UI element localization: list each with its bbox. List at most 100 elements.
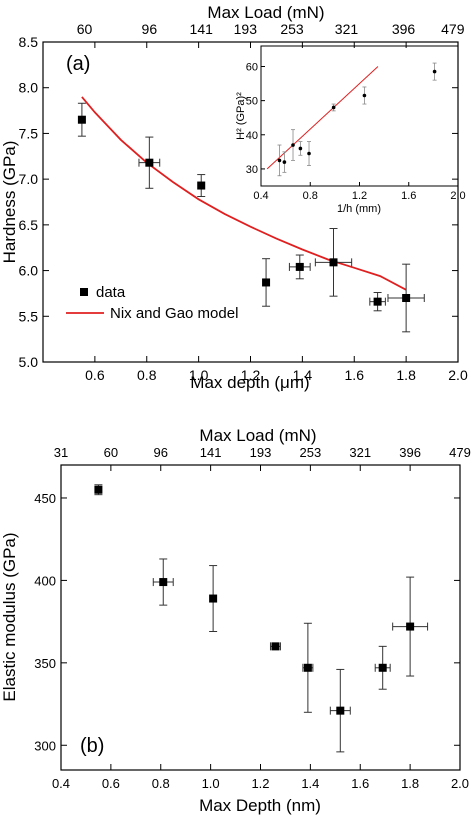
data-point — [406, 622, 415, 631]
top-tick-label: 253 — [300, 445, 322, 460]
top-tick-label: 141 — [200, 445, 222, 460]
inset-data-point — [362, 93, 367, 98]
model-curve-path — [81, 96, 407, 291]
panel-a: Max Load (mN) 60 96 141 193 253 321 396 479 0.6… — [0, 3, 468, 392]
inset-y-axis-label: H² (GPa)² — [235, 92, 247, 140]
data-point — [336, 706, 345, 715]
panel-b-y-ticks: 300 350 400 450 — [34, 491, 460, 753]
panel-b-x-axis-label: Max Depth (nm) — [199, 796, 321, 815]
panel-b-data-points — [94, 484, 429, 753]
x-tick-label: 1.6 — [345, 367, 365, 383]
panel-b: Max Load (mN) 31 60 96 141 193 253 321 396 479 0… — [0, 426, 471, 815]
inset-x-tick-label: 1.6 — [401, 190, 416, 202]
data-point — [77, 115, 86, 124]
panel-b-x-ticks: 0.4 0.6 0.8 1.0 1.2 1.4 1.6 1.8 2.0 — [52, 465, 469, 791]
x-tick-label: 1.4 — [301, 776, 319, 791]
panel-a-plot-frame — [42, 41, 459, 363]
y-tick-label: 8.0 — [19, 80, 39, 96]
data-point — [94, 485, 103, 494]
y-tick-label: 7.0 — [19, 171, 39, 187]
inset-x-tick-label: 1.2 — [352, 190, 367, 202]
y-tick-label: 400 — [34, 573, 56, 588]
x-tick-label: 0.6 — [85, 367, 105, 383]
data-point — [329, 258, 338, 267]
panel-a-data-points — [77, 102, 425, 333]
top-tick-label: 193 — [250, 445, 272, 460]
x-tick-label: 1.8 — [401, 776, 419, 791]
inset-y-tick-label: 50 — [246, 96, 258, 108]
x-tick-label: 1.8 — [396, 367, 416, 383]
x-tick-label: 1.0 — [202, 776, 220, 791]
legend-data-label: data — [96, 284, 126, 301]
inset-x-tick-label: 0.4 — [253, 190, 268, 202]
top-tick-label: 253 — [280, 21, 304, 37]
panel-a-label: (a) — [66, 53, 90, 75]
top-tick-label: 141 — [190, 21, 214, 37]
x-tick-label: 1.6 — [351, 776, 369, 791]
inset-x-axis-label: 1/h (mm) — [337, 203, 381, 215]
x-tick-label: 2.0 — [451, 776, 469, 791]
inset-data-point — [432, 69, 437, 74]
top-tick-label: 193 — [234, 21, 258, 37]
x-tick-label: 2.0 — [448, 367, 468, 383]
legend-model-label: Nix and Gao model — [110, 305, 238, 322]
data-point — [262, 278, 271, 287]
x-tick-label: 1.4 — [293, 367, 313, 383]
top-tick-label: 396 — [392, 21, 416, 37]
y-tick-label: 7.5 — [19, 125, 39, 141]
panel-a-legend: data Nix and Gao model — [66, 284, 238, 322]
inset-x-tick-label: 0.8 — [303, 190, 318, 202]
panel-b-plot-frame — [60, 464, 461, 771]
data-point — [378, 663, 387, 672]
inset-data-point — [277, 158, 282, 163]
x-tick-label: 0.6 — [102, 776, 120, 791]
inset-data-point — [331, 105, 336, 110]
top-tick-label: 96 — [142, 21, 158, 37]
y-tick-label: 8.5 — [19, 34, 39, 50]
panel-b-label: (b) — [80, 735, 104, 757]
panel-a-y-axis-label: Hardness (GPa) — [0, 141, 19, 264]
panel-a-top-axis-label: Max Load (mN) — [207, 3, 324, 22]
top-tick-label: 479 — [449, 445, 471, 460]
data-point — [295, 262, 304, 271]
data-point — [145, 158, 154, 167]
x-tick-label: 0.8 — [152, 776, 170, 791]
top-tick-label: 479 — [441, 21, 465, 37]
inset-y-tick-label: 60 — [246, 61, 258, 73]
y-tick-label: 5.5 — [19, 308, 39, 324]
inset-y-tick-label: 40 — [246, 130, 258, 142]
top-tick-label: 396 — [399, 445, 421, 460]
y-tick-label: 5.0 — [19, 354, 39, 370]
inset-data-point — [298, 146, 303, 151]
inset-data-point — [291, 143, 295, 147]
data-point — [197, 181, 206, 190]
inset-x-ticks: 0.4 0.8 1.2 1.6 2.0 — [253, 182, 466, 202]
data-point — [209, 594, 218, 603]
inset-data-points — [277, 62, 437, 177]
panel-b-top-axis-label: Max Load (mN) — [199, 426, 316, 445]
top-tick-label: 321 — [335, 21, 359, 37]
top-tick-label: 31 — [54, 445, 68, 460]
y-tick-label: 6.5 — [19, 217, 39, 233]
top-tick-label: 321 — [349, 445, 371, 460]
data-point — [159, 578, 168, 587]
inset-y-tick-label: 30 — [246, 164, 258, 176]
panel-a-model-curve — [81, 96, 407, 291]
x-tick-label: 1.2 — [241, 367, 261, 383]
data-point — [402, 294, 411, 302]
panel-a-top-ticks: 60 96 141 193 253 321 396 479 — [77, 21, 465, 37]
panel-a-x-axis-label: Max depth (μm) — [190, 373, 309, 392]
data-point — [271, 642, 280, 651]
inset-y-ticks: 30 40 50 60 — [246, 61, 265, 176]
top-tick-label: 60 — [104, 445, 118, 460]
y-tick-label: 450 — [34, 491, 56, 506]
y-tick-label: 300 — [34, 738, 56, 753]
panel-b-top-ticks: 31 60 96 141 193 253 321 396 479 — [54, 445, 471, 460]
x-tick-label: 1.0 — [189, 367, 209, 383]
inset-data-point — [307, 151, 311, 156]
x-tick-label: 0.4 — [52, 776, 70, 791]
y-tick-label: 350 — [34, 656, 56, 671]
top-tick-label: 96 — [154, 445, 168, 460]
y-tick-label: 6.0 — [19, 263, 39, 279]
